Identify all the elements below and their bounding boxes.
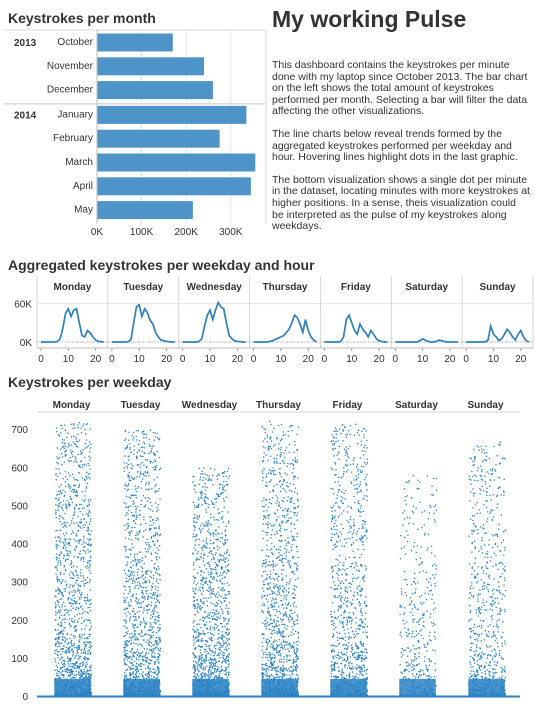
line-x-tick-label: 0 <box>251 354 257 365</box>
line-x-tick-label: 20 <box>90 354 102 365</box>
scatter-panel-header: Saturday <box>395 400 438 411</box>
pulse-dots-wednesday[interactable] <box>192 467 231 698</box>
month-bar[interactable] <box>97 81 213 100</box>
line-x-tick-label: 0 <box>180 354 186 365</box>
line-x-tick-label: 10 <box>417 354 429 365</box>
scatter-y-tick-label: 400 <box>11 540 28 551</box>
line-panel-header: Thursday <box>262 282 307 293</box>
scatter-panel-header: Friday <box>332 400 362 411</box>
line-x-tick-label: 20 <box>515 354 527 365</box>
month-label: March <box>65 157 93 168</box>
month-label: November <box>47 61 94 72</box>
line-x-tick-label: 20 <box>374 354 386 365</box>
month-label: April <box>73 181 93 192</box>
line-x-tick-label: 10 <box>204 354 216 365</box>
line-x-tick-label: 10 <box>275 354 287 365</box>
month-label: December <box>47 85 94 96</box>
bar-x-tick-label: 300K <box>219 227 243 238</box>
month-label: May <box>74 205 93 216</box>
month-bar[interactable] <box>97 105 247 124</box>
weekday-hour-line-chart[interactable]: 60K 0K Monday 0 10 20 Tuesday 0 10 20 Wednesday 0 10… <box>0 276 535 366</box>
month-bar[interactable] <box>97 57 205 76</box>
line-y-tick-label: 0K <box>20 338 33 349</box>
month-label: January <box>57 109 93 120</box>
pulse-dots-monday[interactable] <box>54 422 93 698</box>
scatter-y-tick-label: 100 <box>11 654 28 665</box>
line-x-tick-label: 20 <box>232 354 244 365</box>
weekday-scatter-chart[interactable]: 0 100 200 300 400 500 600 700 Monday Tuesday Wedne… <box>0 394 535 704</box>
month-bar[interactable] <box>97 33 173 52</box>
line-panel-header: Sunday <box>480 282 517 293</box>
month-bar[interactable] <box>97 177 251 196</box>
line-x-tick-label: 10 <box>488 354 500 365</box>
bar-x-tick-label: 200K <box>175 227 199 238</box>
line-x-tick-label: 10 <box>63 354 75 365</box>
line-panel-header: Tuesday <box>123 282 163 293</box>
year-label: 2013 <box>14 38 37 49</box>
month-label: October <box>57 37 93 48</box>
hourly-line-sunday[interactable] <box>466 322 530 343</box>
scatter-panel-header: Sunday <box>467 400 504 411</box>
scatter-panel-header: Monday <box>53 400 91 411</box>
pulse-dots-friday[interactable] <box>330 423 369 698</box>
scatter-y-tick-label: 300 <box>11 578 28 589</box>
line-panel-header: Wednesday <box>186 282 242 293</box>
scatter-panel-header: Wednesday <box>182 400 238 411</box>
line-x-tick-label: 20 <box>444 354 456 365</box>
line-panel-header: Saturday <box>405 282 448 293</box>
scatter-y-tick-label: 600 <box>11 463 28 474</box>
scatter-y-tick-label: 500 <box>11 501 28 512</box>
scatter-y-tick-label: 0 <box>22 692 28 703</box>
line-panel-header: Monday <box>54 282 92 293</box>
line-x-tick-label: 0 <box>393 354 399 365</box>
year-label: 2014 <box>14 110 37 121</box>
description-paragraph-2: The line charts below reveal trends form… <box>272 127 518 164</box>
dashboard-description: This dashboard contains the keystrokes p… <box>272 59 530 244</box>
keystrokes-per-month-title: Keystrokes per month <box>8 10 156 26</box>
line-y-tick-label: 60K <box>14 300 32 311</box>
hourly-line-friday[interactable] <box>324 313 388 343</box>
line-x-tick-label: 10 <box>134 354 146 365</box>
month-bar-chart[interactable]: 0K 100K 200K 300K 2013 October November Decembe… <box>0 28 270 248</box>
line-x-tick-label: 10 <box>346 354 358 365</box>
hourly-line-thursday[interactable] <box>253 313 317 343</box>
line-panel-header: Friday <box>341 282 371 293</box>
bar-x-tick-label: 0K <box>91 227 104 238</box>
aggregated-keystrokes-title: Aggregated keystrokes per weekday and ho… <box>8 257 315 273</box>
description-paragraph-1: This dashboard contains the keystrokes p… <box>272 59 528 118</box>
line-x-tick-label: 0 <box>38 354 44 365</box>
month-bar[interactable] <box>97 201 193 220</box>
scatter-panel-header: Tuesday <box>121 400 161 411</box>
pulse-dots-sunday[interactable] <box>468 441 507 698</box>
month-label: February <box>53 133 93 144</box>
hourly-line-saturday[interactable] <box>395 337 459 343</box>
bar-x-tick-label: 100K <box>130 227 154 238</box>
line-x-tick-label: 0 <box>322 354 328 365</box>
hourly-line-tuesday[interactable] <box>111 303 175 343</box>
month-bar[interactable] <box>97 129 220 148</box>
scatter-panel-header: Thursday <box>256 400 301 411</box>
pulse-dots-tuesday[interactable] <box>123 429 162 698</box>
dashboard-title: My working Pulse <box>272 6 467 32</box>
pulse-dots-saturday[interactable] <box>399 475 438 698</box>
hourly-line-monday[interactable] <box>41 306 104 343</box>
month-bar[interactable] <box>97 153 256 172</box>
line-x-tick-label: 20 <box>161 354 173 365</box>
scatter-y-tick-label: 700 <box>11 425 28 436</box>
line-x-tick-label: 0 <box>109 354 115 365</box>
line-x-tick-label: 0 <box>463 354 469 365</box>
line-x-tick-label: 20 <box>303 354 315 365</box>
hourly-line-wednesday[interactable] <box>182 300 246 343</box>
pulse-dots-thursday[interactable] <box>261 420 300 698</box>
description-paragraph-3: The bottom visualization shows a single … <box>272 173 530 233</box>
scatter-y-tick-label: 200 <box>11 616 28 627</box>
keystrokes-per-weekday-title: Keystrokes per weekday <box>8 374 172 390</box>
